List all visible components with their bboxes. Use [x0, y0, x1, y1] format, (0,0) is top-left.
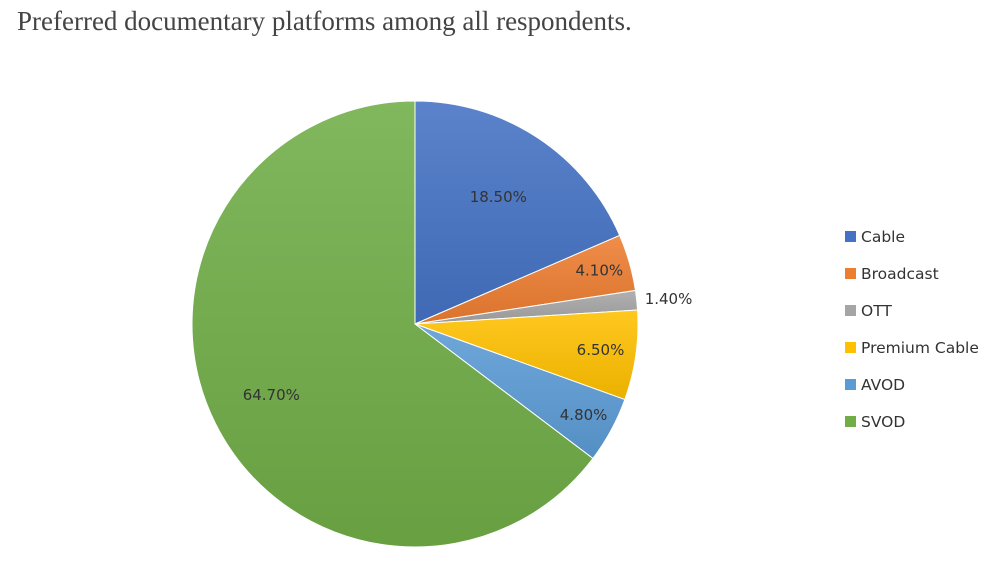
data-label-ott: 1.40% [645, 290, 693, 308]
legend-item-ott: OTT [845, 292, 979, 329]
legend-item-premium-cable: Premium Cable [845, 329, 979, 366]
legend-label-ott: OTT [861, 301, 892, 320]
legend-label-cable: Cable [861, 227, 906, 246]
data-label-broadcast: 4.10% [575, 262, 623, 280]
legend-swatch-cable [845, 231, 856, 242]
legend-swatch-ott [845, 305, 856, 316]
data-label-cable: 18.50% [470, 188, 527, 206]
legend-label-broadcast: Broadcast [861, 264, 939, 283]
legend-item-cable: Cable [845, 218, 979, 255]
legend-label-svod: SVOD [861, 412, 906, 431]
pie-slice-svod [191, 100, 594, 548]
data-label-svod: 64.70% [243, 386, 300, 404]
legend-label-avod: AVOD [861, 375, 906, 394]
legend-swatch-broadcast [845, 268, 856, 279]
pie-slice-cable [414, 100, 621, 325]
legend-item-avod: AVOD [845, 366, 979, 403]
data-label-avod: 4.80% [560, 406, 608, 424]
data-label-premium-cable: 6.50% [577, 341, 625, 359]
legend-swatch-svod [845, 416, 856, 427]
legend-swatch-premium-cable [845, 342, 856, 353]
legend-label-premium-cable: Premium Cable [861, 338, 979, 357]
legend-swatch-avod [845, 379, 856, 390]
legend-item-broadcast: Broadcast [845, 255, 979, 292]
legend-item-svod: SVOD [845, 403, 979, 440]
chart-title: Preferred documentary platforms among al… [17, 6, 632, 36]
chart-legend: Cable Broadcast OTT Premium Cable AVOD SVOD [845, 218, 979, 440]
